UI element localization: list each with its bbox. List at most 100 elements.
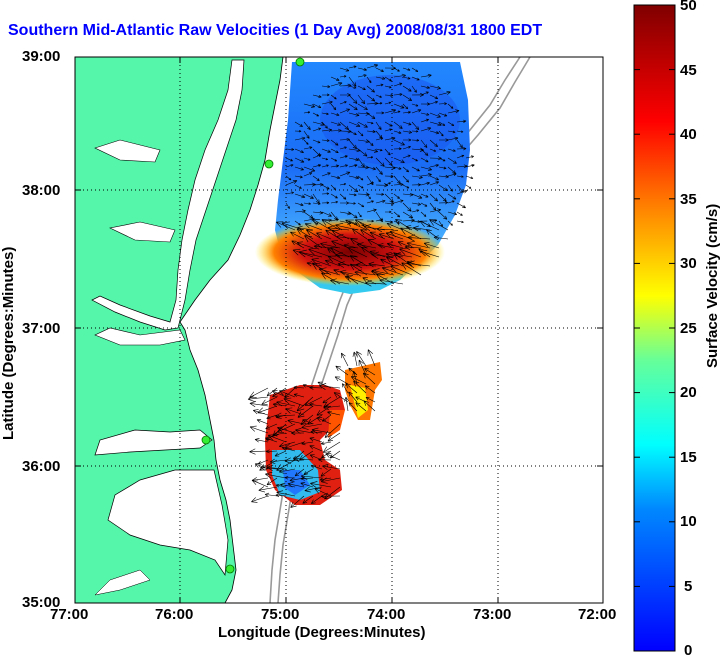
- velocity-arrow: [304, 235, 323, 249]
- velocity-arrow: [420, 181, 430, 186]
- velocity-arrow: [340, 201, 350, 205]
- velocity-arrow: [366, 130, 376, 134]
- velocity-arrow: [303, 103, 316, 108]
- velocity-arrow: [330, 76, 340, 81]
- velocity-arrow: [375, 67, 384, 72]
- velocity-arrow: [381, 266, 404, 276]
- velocity-arrow: [351, 228, 368, 240]
- velocity-arrow: [350, 238, 368, 249]
- velocity-arrow: [294, 148, 304, 154]
- velocity-arrow: [354, 219, 377, 231]
- colorbar-tick-label: 30: [680, 255, 697, 272]
- velocity-arrow: [411, 76, 420, 81]
- velocity-arrow: [447, 200, 455, 204]
- velocity-arrow: [339, 101, 347, 105]
- velocity-arrow: [277, 426, 296, 434]
- velocity-arrow: [278, 468, 296, 474]
- velocity-arrow: [429, 163, 439, 168]
- velocity-arrow: [375, 76, 386, 80]
- velocity-arrow: [357, 85, 366, 91]
- velocity-arrow: [348, 112, 360, 117]
- velocity-arrow: [321, 211, 332, 217]
- velocity-arrow: [357, 148, 368, 157]
- y-tick-label: 36:00: [22, 458, 61, 475]
- velocity-arrow: [402, 67, 411, 71]
- colorbar-tick-label: 50: [680, 0, 697, 14]
- velocity-arrow: [357, 202, 365, 208]
- velocity-arrow: [384, 76, 392, 82]
- velocity-arrow: [321, 112, 329, 116]
- velocity-arrow: [348, 65, 357, 69]
- velocity-arrow: [249, 401, 269, 408]
- velocity-arrow: [296, 396, 314, 412]
- velocity-arrow: [285, 191, 294, 195]
- velocity-arrow: [429, 139, 438, 148]
- station-marker: [295, 57, 305, 67]
- station-marker: [201, 435, 211, 445]
- velocity-arrow: [265, 471, 287, 479]
- velocity-arrow: [362, 277, 377, 285]
- velocity-arrow: [294, 193, 306, 199]
- velocity-arrow: [316, 417, 332, 425]
- velocity-arrow: [438, 102, 447, 106]
- velocity-arrow: [438, 112, 448, 117]
- velocity-arrow: [294, 157, 305, 163]
- velocity-arrow: [249, 448, 269, 455]
- velocity-arrow: [420, 157, 429, 163]
- velocity-arrow: [357, 157, 365, 168]
- velocity-arrow: [429, 202, 437, 211]
- velocity-arrow: [393, 166, 402, 170]
- velocity-arrow: [386, 242, 404, 249]
- velocity-arrow: [285, 147, 295, 151]
- velocity-arrow: [402, 94, 413, 101]
- velocity-arrow: [366, 166, 376, 171]
- velocity-arrow: [420, 127, 432, 132]
- velocity-arrow: [393, 73, 406, 78]
- velocity-arrow: [348, 402, 358, 412]
- velocity-arrow: [330, 278, 350, 285]
- velocity-arrow: [269, 458, 287, 465]
- velocity-arrow: [393, 139, 405, 146]
- x-tick-label: 73:00: [473, 606, 512, 623]
- velocity-arrow: [393, 121, 403, 129]
- velocity-arrow: [339, 269, 359, 276]
- velocity-arrow: [367, 349, 376, 367]
- velocity-arrow: [320, 241, 341, 249]
- velocity-arrow: [309, 437, 323, 443]
- velocity-arrow: [301, 441, 314, 446]
- velocity-arrow: [350, 376, 367, 385]
- velocity-arrow: [330, 157, 338, 162]
- velocity-arrow: [284, 441, 305, 450]
- velocity-arrow: [456, 202, 466, 209]
- velocity-arrow: [296, 228, 314, 240]
- velocity-arrow: [348, 184, 359, 193]
- velocity-arrow: [309, 402, 323, 407]
- velocity-arrow: [438, 174, 449, 179]
- velocity-arrow: [343, 243, 359, 249]
- velocity-arrow: [312, 127, 322, 132]
- y-tick-label: 35:00: [22, 594, 61, 611]
- velocity-arrow: [345, 219, 368, 231]
- velocity-arrow: [339, 67, 350, 72]
- velocity-arrow: [429, 219, 449, 231]
- velocity-arrow: [322, 396, 332, 404]
- velocity-arrow: [356, 351, 367, 367]
- velocity-arrow: [375, 94, 382, 98]
- velocity-arrow: [304, 396, 323, 406]
- velocity-arrow: [339, 137, 350, 142]
- velocity-arrow: [411, 202, 422, 206]
- pamlico-sound: [107, 469, 229, 577]
- velocity-arrow: [429, 175, 439, 181]
- velocity-arrow: [375, 148, 383, 152]
- velocity-arrow: [429, 112, 441, 118]
- velocity-arrow: [465, 155, 474, 159]
- velocity-arrow: [345, 383, 358, 394]
- velocity-arrow: [402, 130, 413, 134]
- velocity-arrow: [447, 211, 458, 216]
- velocity-vectors: [247, 63, 475, 508]
- velocity-arrow: [347, 247, 368, 258]
- colorbar-tick-label: 5: [684, 578, 693, 595]
- velocity-arrow: [261, 396, 278, 405]
- velocity-arrow: [429, 130, 440, 135]
- velocity-arrow: [429, 208, 441, 213]
